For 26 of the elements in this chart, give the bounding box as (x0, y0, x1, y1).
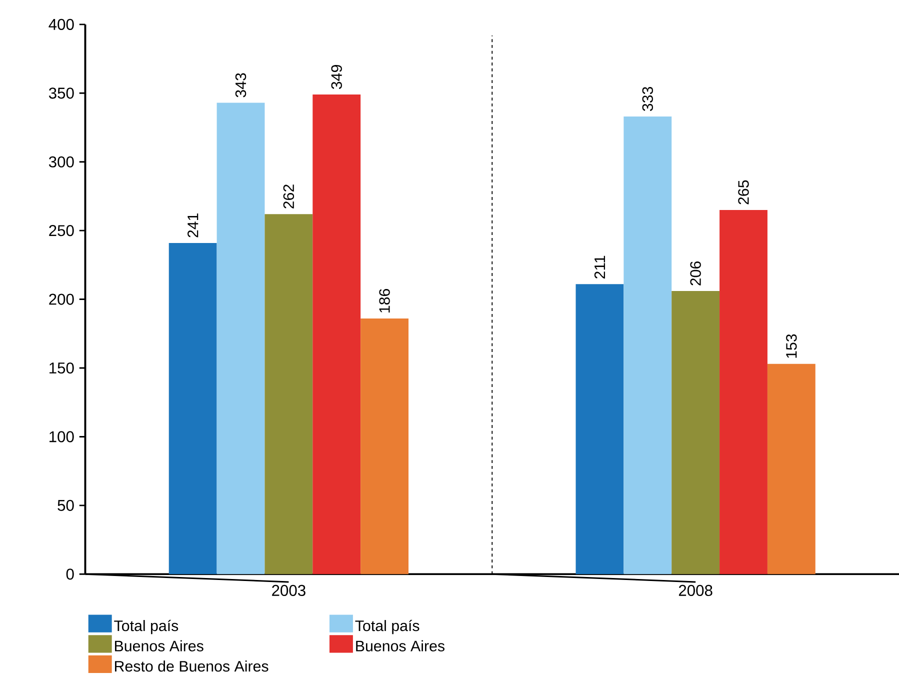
y-tick-label: 250 (49, 225, 74, 236)
y-tick-label: 200 (49, 294, 74, 306)
y-tick-label: 150 (50, 362, 74, 374)
data-label: 262 (283, 184, 294, 209)
data-label: 333 (642, 87, 654, 112)
y-tick-label: 100 (50, 431, 74, 442)
data-label: 349 (331, 65, 342, 90)
data-label: 241 (188, 214, 198, 238)
legend-label: Buenos Aires (356, 640, 444, 652)
x-tick-label: 2003 (272, 585, 306, 596)
data-label: 206 (690, 262, 701, 286)
y-tick-label: 50 (58, 500, 74, 512)
data-label: 153 (786, 334, 797, 358)
data-label: 265 (738, 180, 749, 204)
legend-label: Total país (355, 620, 420, 634)
y-tick-label: 300 (48, 156, 74, 168)
data-label: 186 (379, 289, 390, 313)
legend-label: Resto de Buenos Aires (115, 660, 268, 672)
legend-label: Buenos Aires (115, 640, 204, 652)
y-tick-label: 350 (48, 88, 74, 99)
y-tick-label: 0 (66, 568, 74, 580)
data-label: 343 (235, 73, 246, 98)
y-tick-label: 400 (48, 19, 74, 30)
legend-label: Total país (114, 620, 178, 634)
x-tick-label: 2008 (678, 585, 712, 596)
data-label: 211 (594, 256, 606, 279)
